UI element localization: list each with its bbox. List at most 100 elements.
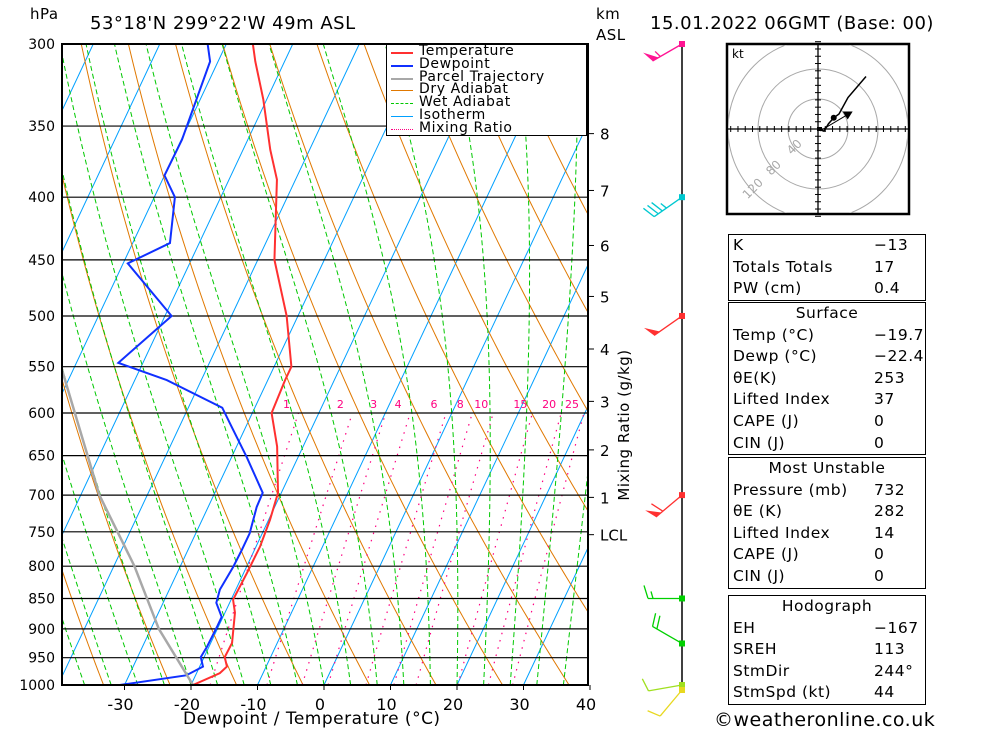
index-row: Dewp (°C) −22.4 (729, 346, 925, 368)
asl-unit-label: ASL (596, 26, 626, 44)
index-value: −167 (874, 618, 919, 637)
index-row: StmSpd (kt) 44 (729, 682, 925, 704)
mixing-ratio-line (266, 412, 353, 685)
mixing-ratio-axis-title: Mixing Ratio (g/kg) (615, 349, 633, 501)
wet-adiabat-line (562, 467, 588, 685)
wind-barb (645, 492, 685, 518)
wind-barb (643, 585, 685, 602)
pressure-tick-label: 750 (28, 525, 55, 541)
temperature-tick-label: 10 (376, 695, 396, 714)
km-unit-label: km (596, 5, 621, 23)
pressure-tick-label: 600 (28, 406, 55, 422)
wind-level-dot (679, 640, 685, 647)
legend-item: Dry Adiabat (387, 82, 587, 97)
mixing-ratio-line (457, 412, 534, 685)
index-label: CAPE (J) (733, 411, 800, 430)
hodograph-title: Hodograph (781, 597, 873, 615)
legend-item: Parcel Trajectory (387, 68, 587, 85)
index-row: Lifted Index 14 (729, 523, 925, 545)
index-value: 0 (874, 566, 885, 585)
dry-adiabat-line (222, 44, 503, 685)
wet-adiabat-line (62, 168, 219, 685)
dry-adiabat-line (457, 44, 588, 314)
wet-adiabat-line (62, 452, 139, 685)
km-tick-label: LCL (600, 527, 628, 545)
index-label: Totals Totals (733, 257, 833, 276)
dry-adiabat-line (924, 35, 1000, 685)
mixing-ratio-label: 15 (513, 398, 527, 411)
isotherm-line (62, 44, 360, 678)
isotherm-line (456, 405, 588, 685)
pressure-tick-label: 700 (28, 488, 55, 504)
index-value: 37 (874, 390, 895, 409)
index-label: θE(K) (733, 368, 778, 387)
index-label: CIN (J) (733, 566, 786, 585)
index-label: StmSpd (kt) (733, 683, 832, 702)
legend-item: Temperature (387, 43, 587, 59)
legend-label: Parcel Trajectory (419, 68, 545, 85)
temperature-profile-line (192, 44, 293, 685)
legend-swatch (391, 90, 413, 92)
copyright-link[interactable]: ©weatheronline.co.uk (714, 709, 936, 731)
index-row: EH −167 (729, 618, 925, 640)
index-value: 0.4 (874, 279, 901, 298)
dry-adiabat-line (363, 44, 588, 512)
pressure-tick-label: 900 (28, 622, 55, 638)
index-value: 253 (874, 368, 906, 387)
dry-adiabat-line (62, 173, 238, 685)
mixing-ratio-label: 3 (370, 398, 377, 411)
index-label: CIN (J) (733, 433, 786, 452)
wet-adiabat-line (451, 44, 491, 685)
mixing-ratio-line (301, 412, 387, 685)
legend-label: Isotherm (419, 107, 486, 123)
mixing-ratio-line (365, 412, 447, 685)
pressure-tick-label: 300 (28, 37, 55, 53)
wet-adiabat-line (384, 44, 459, 685)
isotherm-line (190, 44, 493, 685)
index-value: 732 (874, 480, 906, 499)
wind-barb (643, 312, 685, 336)
index-value: 0 (874, 545, 885, 564)
surface-box: Surface Temp (°C) −19.7 Dewp (°C) −22.4 θE(K… (728, 302, 926, 456)
dewpoint-profile-line (116, 44, 264, 685)
wind-barb (651, 613, 685, 647)
legend-label: Temperature (419, 43, 515, 59)
wet-adiabat-line (62, 536, 112, 685)
isotherm-line (124, 44, 427, 685)
wet-adiabat-line (145, 44, 325, 685)
dry-adiabat-line (80, 44, 304, 685)
index-row: StmDir 244° (729, 661, 925, 683)
wet-adiabat-line (62, 365, 165, 685)
location-title: 53°18'N 299°22'W 49m ASL (90, 13, 356, 34)
index-row: CIN (J) 0 (729, 566, 925, 588)
wet-adiabat-line (221, 44, 378, 685)
km-tick-label: 5 (600, 288, 610, 306)
legend-item: Dewpoint (387, 56, 587, 72)
index-label: PW (cm) (733, 279, 802, 298)
origin-marker (817, 127, 822, 131)
index-row: Temp (°C) −19.7 (729, 325, 925, 347)
plot-frame (61, 43, 589, 686)
pressure-tick-label: 550 (28, 360, 55, 376)
pressure-tick-label: 650 (28, 449, 55, 465)
mixing-ratio-label: 25 (565, 398, 579, 411)
wet-adiabat-line (536, 44, 579, 685)
temperature-tick-label: 30 (509, 695, 529, 714)
dry-adiabat-line (62, 568, 105, 685)
index-label: Lifted Index (733, 390, 831, 409)
pressure-tick-label: 500 (28, 309, 55, 325)
mixing-ratio-line (487, 412, 562, 685)
hodograph-indices-box: Hodograph EH −167 SREH 113 StmDir 244° StmSpd … (728, 595, 926, 705)
index-label: StmDir (733, 661, 790, 680)
wind-barb (643, 194, 685, 218)
legend-label: Wet Adiabat (419, 94, 511, 111)
temperature-tick-label: -20 (174, 695, 200, 714)
dry-adiabat-line (316, 44, 588, 613)
dry-adiabat-line (971, 35, 1000, 685)
legend-label: Mixing Ratio (419, 119, 513, 136)
mixing-ratio-line (327, 412, 411, 685)
pressure-tick-label: 850 (28, 591, 55, 607)
pressure-tick-label: 800 (28, 559, 55, 575)
index-label: SREH (733, 640, 778, 659)
